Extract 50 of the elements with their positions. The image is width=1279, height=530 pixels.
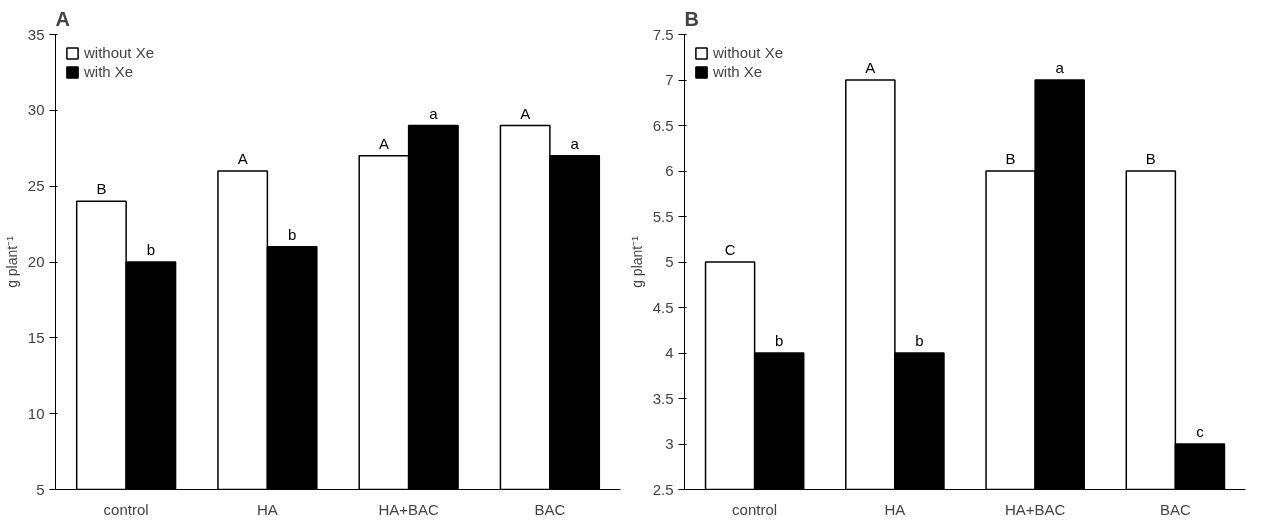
annotation: B [1005, 150, 1016, 167]
y-tick-label: 3.5 [652, 389, 674, 407]
legend-label: without Xe [713, 44, 784, 61]
x-tick-label: HA+BAC [1004, 500, 1066, 518]
x-tick-label: control [103, 500, 149, 518]
x-tick-label: HA [884, 500, 906, 518]
y-tick-label: 4.5 [652, 298, 674, 316]
annotation: A [378, 134, 389, 152]
y-tick-label: 5 [665, 253, 674, 270]
y-tick-label: 4 [665, 344, 674, 361]
y-tick-label: 25 [27, 177, 45, 195]
y-tick-label: 15 [27, 328, 45, 346]
y-tick-label: 30 [27, 101, 45, 119]
y-tick-label: 2.5 [652, 480, 674, 498]
y-axis-title: g plant⁻¹ [3, 235, 20, 288]
annotation: c [1196, 423, 1205, 440]
y-tick-label: 5 [36, 480, 45, 498]
y-tick-label: 6.5 [652, 116, 674, 134]
y-tick-label: 10 [27, 404, 45, 422]
y-tick-label: 5.5 [652, 207, 674, 225]
annotation: C [724, 241, 736, 258]
annotation: A [865, 59, 876, 76]
legend-label: with Xe [713, 63, 763, 80]
y-tick-label: 35 [27, 25, 45, 43]
annotation: a [570, 134, 580, 152]
annotation: A [237, 150, 248, 167]
y-tick-label: 7.5 [652, 25, 674, 43]
y-tick-label: 20 [27, 253, 45, 270]
x-tick-label: HA+BAC [378, 500, 440, 518]
annotation: B [96, 180, 107, 198]
annotation: b [775, 332, 784, 349]
y-tick-label: 6 [665, 162, 674, 179]
x-tick-label: BAC [534, 500, 566, 518]
chart-title: A [55, 7, 70, 30]
annotation: b [287, 225, 297, 243]
annotation: A [520, 104, 531, 122]
x-tick-label: BAC [1159, 500, 1191, 518]
annotation: b [915, 332, 924, 349]
chart-title: B [684, 7, 699, 30]
annotation: b [146, 241, 156, 258]
annotation: B [1145, 150, 1156, 167]
y-axis-title: g plant⁻¹ [628, 235, 645, 288]
annotation: a [1055, 59, 1065, 76]
x-tick-label: HA [256, 500, 278, 518]
y-tick-label: 7 [665, 71, 674, 88]
annotation: a [429, 104, 439, 122]
legend-label: with Xe [84, 63, 134, 80]
y-tick-label: 3 [665, 435, 674, 452]
legend-label: without Xe [84, 44, 155, 61]
x-tick-label: control [732, 500, 778, 518]
